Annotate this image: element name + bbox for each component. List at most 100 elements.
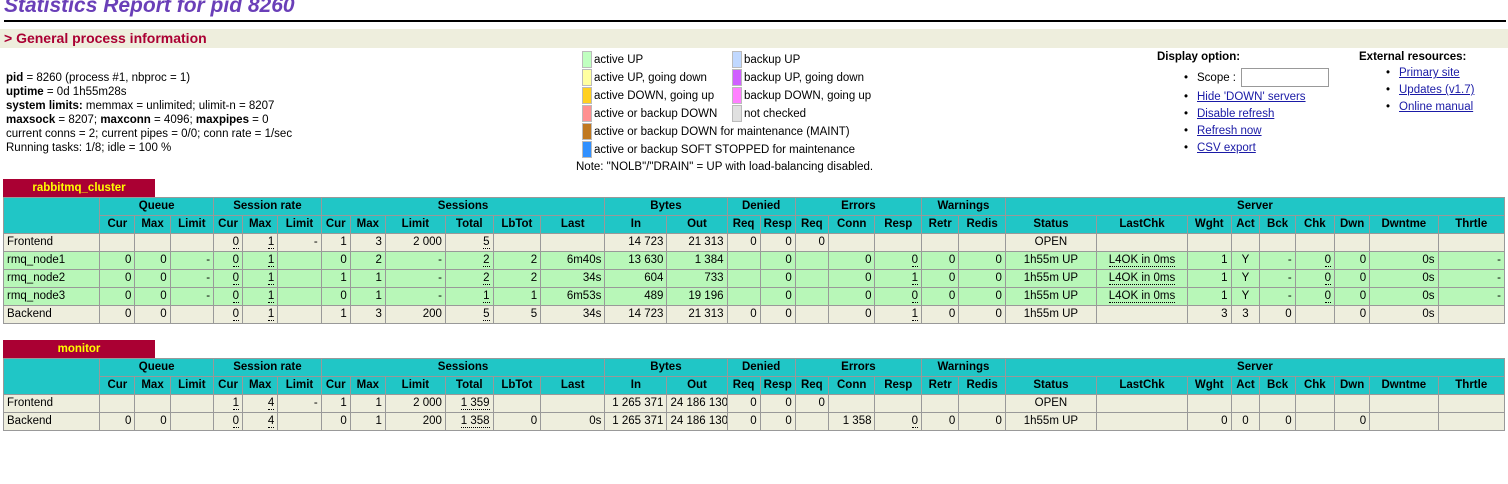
table-cell: 0 <box>134 269 171 288</box>
row-name: Frontend <box>2 394 101 413</box>
external-resources: External resources: Primary site Updates… <box>1359 51 1474 116</box>
table-cell: 0 <box>1333 269 1371 288</box>
table-cell: 3 <box>1230 305 1261 324</box>
scope-input[interactable] <box>1241 68 1330 88</box>
header-column: Limit <box>277 376 322 395</box>
cell-value: 1 <box>267 290 275 303</box>
table-cell <box>794 305 829 324</box>
table-cell <box>1437 233 1505 252</box>
process-info-value: = 0 <box>248 114 269 126</box>
table-cell: 0 <box>921 412 960 431</box>
header-column: Conn <box>827 215 876 234</box>
table-cell: 1 <box>492 287 542 306</box>
table-cell <box>1095 233 1189 252</box>
header-column: Req <box>726 376 761 395</box>
table-cell <box>1230 233 1261 252</box>
hide-down-link[interactable]: Hide 'DOWN' servers <box>1184 89 1329 106</box>
cell-value: 1 <box>232 397 240 410</box>
table-cell: 1 <box>242 305 279 324</box>
table-cell: 21 313 <box>666 233 728 252</box>
display-options-title: Display option: <box>1157 51 1241 63</box>
disable-refresh-link[interactable]: Disable refresh <box>1184 106 1329 123</box>
table-cell: 0s <box>540 412 606 431</box>
updates-link-text[interactable]: Updates (v1.7) <box>1399 84 1475 96</box>
table-cell: 0 <box>99 269 136 288</box>
csv-export-link-text[interactable]: CSV export <box>1197 142 1256 154</box>
table-cell: 0 <box>1333 412 1371 431</box>
table-cell: 0 <box>759 305 796 324</box>
online-manual-link-text[interactable]: Online manual <box>1399 101 1474 113</box>
table-cell: 1 <box>320 305 351 324</box>
table-cell: 0 <box>320 287 351 306</box>
table-cell: 0 <box>921 287 960 306</box>
process-info-key: maxpipes <box>195 114 249 126</box>
table-cell: 0 <box>99 287 136 306</box>
csv-export-link[interactable]: CSV export <box>1184 140 1329 157</box>
table-cell: - <box>277 394 322 413</box>
table-cell: 0s <box>1369 305 1439 324</box>
table-cell: 1 <box>349 412 386 431</box>
process-info-value: = 0d 1h55m28s <box>43 86 127 98</box>
table-cell: 0 <box>958 251 1006 270</box>
process-info: pid = 8260 (process #1, nbproc = 1) uptim… <box>6 71 292 155</box>
refresh-now-link-text[interactable]: Refresh now <box>1197 125 1262 137</box>
table-cell <box>277 269 322 288</box>
table-cell: 0 <box>759 251 796 270</box>
header-group-row: Queue Session rate Sessions Bytes Denied Erro… <box>2 358 1506 395</box>
table-cell: 1 <box>320 233 351 252</box>
table-cell <box>1187 233 1232 252</box>
table-row: Backend 0 0 0 4 0 1 200 1 358 0 0s 1 265 371 24 186 … <box>2 412 1505 431</box>
header-column: In <box>604 376 668 395</box>
table-cell: 1h55m UP <box>1004 412 1097 431</box>
table-cell: 0 <box>1259 305 1296 324</box>
table-cell: 2 <box>492 269 542 288</box>
disable-refresh-link-text[interactable]: Disable refresh <box>1197 108 1275 120</box>
cell-value: 1 358 <box>460 415 490 428</box>
header-group: Denied <box>726 197 796 216</box>
header-column: Last <box>540 215 606 234</box>
header-group: Session rate <box>213 358 322 377</box>
cell-value: 5 <box>483 308 490 321</box>
table-cell: 1 <box>213 394 244 413</box>
process-info-key: uptime <box>6 86 44 98</box>
table-cell: 1 <box>349 269 386 288</box>
primary-site-link-text[interactable]: Primary site <box>1399 67 1460 79</box>
table-cell <box>1187 394 1232 413</box>
header-column-row: Cur Max Limit Cur Max Limit Cur Max Limit Total Lb… <box>4 215 1505 234</box>
table-cell: - <box>169 251 215 270</box>
legend-swatch <box>732 69 742 86</box>
cell-value: 1 <box>267 254 275 267</box>
header-column: Cur <box>320 215 351 234</box>
table-cell <box>277 412 322 431</box>
header-column: Resp <box>874 376 923 395</box>
header-column: Resp <box>759 376 796 395</box>
page-title: Statistics Report for pid 8260 <box>4 0 295 17</box>
table-cell: - <box>169 287 215 306</box>
table-cell: 1 358 <box>827 412 876 431</box>
header-column: Limit <box>277 215 322 234</box>
table-cell: 0 <box>759 412 796 431</box>
legend-label: active UP <box>594 54 644 66</box>
header-column: Thrtle <box>1437 215 1505 234</box>
table-cell: 0 <box>759 233 796 252</box>
table-cell: 0 <box>827 269 876 288</box>
header-column: Cur <box>213 376 244 395</box>
header-group-row: Queue Session rate Sessions Bytes Denied Erro… <box>2 197 1506 234</box>
table-cell: 1 <box>1187 287 1232 306</box>
table-cell: 1h55m UP <box>1004 251 1097 270</box>
header-column: LbTot <box>492 215 542 234</box>
process-info-key: pid <box>6 72 24 84</box>
refresh-now-link[interactable]: Refresh now <box>1184 123 1329 140</box>
updates-link[interactable]: Updates (v1.7) <box>1386 82 1475 99</box>
header-column: Limit <box>169 215 215 234</box>
legend-item: active or backup DOWN <box>582 105 717 123</box>
online-manual-link[interactable]: Online manual <box>1386 99 1474 116</box>
table-cell: 1 <box>320 269 351 288</box>
hide-down-link-text[interactable]: Hide 'DOWN' servers <box>1197 91 1306 103</box>
cell-value: 0 <box>232 236 240 249</box>
header-column: Redis <box>958 215 1006 234</box>
primary-site-link[interactable]: Primary site <box>1386 65 1474 82</box>
legend-item: backup DOWN, going up <box>732 87 871 105</box>
header-column: Dwn <box>1333 215 1371 234</box>
header-column: Status <box>1004 376 1097 395</box>
